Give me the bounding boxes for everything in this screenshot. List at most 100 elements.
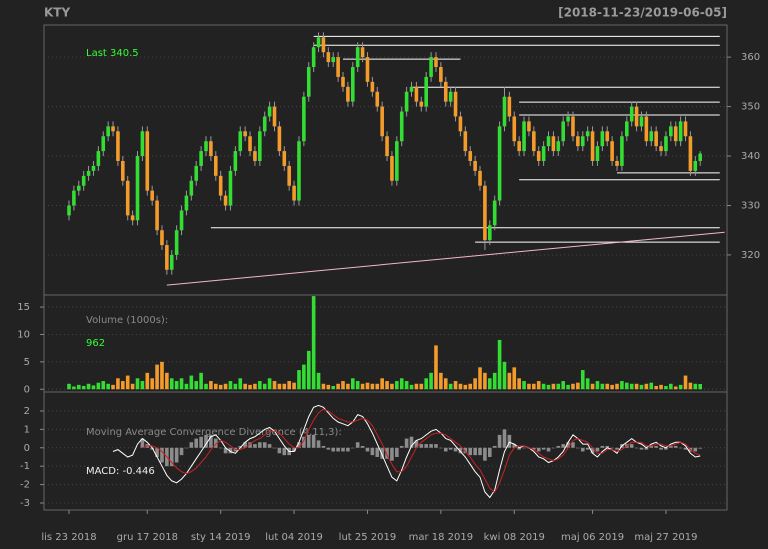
macd-histogram-bar bbox=[566, 442, 570, 448]
y-tick-label: 350 bbox=[741, 102, 760, 113]
macd-histogram-bar bbox=[243, 442, 247, 448]
macd-histogram-bar bbox=[576, 447, 580, 449]
volume-bar bbox=[522, 381, 526, 390]
macd-histogram-bar bbox=[439, 447, 443, 449]
macd-histogram-bar bbox=[678, 447, 683, 449]
volume-bar bbox=[698, 383, 702, 390]
candle-body bbox=[292, 185, 296, 201]
volume-bar bbox=[76, 384, 81, 390]
y-tick-label: 15 bbox=[17, 302, 30, 313]
macd-histogram-bar bbox=[350, 447, 355, 449]
candle-body bbox=[487, 225, 492, 241]
candle-body bbox=[698, 153, 702, 161]
macd-histogram-bar bbox=[600, 445, 605, 448]
candle-body bbox=[306, 67, 311, 97]
candle-body bbox=[693, 160, 698, 171]
volume-bar bbox=[150, 378, 154, 390]
volume-bar bbox=[404, 381, 409, 390]
candle-body bbox=[527, 121, 531, 132]
candle-body bbox=[434, 57, 438, 68]
volume-bar bbox=[199, 372, 203, 390]
macd-histogram-bar bbox=[184, 447, 189, 449]
volume-bar bbox=[483, 372, 487, 390]
macd-histogram-bar bbox=[409, 436, 414, 448]
candle-body bbox=[492, 200, 497, 226]
macd-histogram-bar bbox=[522, 447, 526, 449]
candle-body bbox=[615, 160, 619, 166]
volume-bar bbox=[350, 378, 355, 390]
candle-body bbox=[595, 146, 600, 161]
candle-body bbox=[566, 116, 570, 122]
volume-bar bbox=[253, 383, 257, 390]
volume-title: Volume (1000s): bbox=[86, 315, 168, 326]
volume-bar bbox=[629, 383, 634, 390]
volume-bar bbox=[443, 378, 448, 390]
macd-histogram-bar bbox=[683, 447, 688, 450]
volume-bar bbox=[458, 383, 463, 390]
volume-bar bbox=[576, 382, 580, 390]
y-tick-label: 1 bbox=[24, 424, 30, 435]
macd-histogram-bar bbox=[306, 434, 311, 448]
candle-body bbox=[439, 67, 443, 82]
candle-body bbox=[316, 37, 321, 48]
candle-body bbox=[463, 131, 468, 152]
y-tick-label: 340 bbox=[741, 151, 760, 162]
volume-bar bbox=[189, 375, 194, 390]
candle-body bbox=[654, 131, 658, 147]
macd-histogram-bar bbox=[346, 447, 350, 452]
candle-body bbox=[321, 37, 326, 53]
candle-body bbox=[336, 57, 340, 77]
volume-bar bbox=[448, 383, 453, 390]
candle-body bbox=[458, 116, 463, 132]
volume-bar bbox=[468, 383, 473, 390]
volume-bar bbox=[125, 375, 130, 390]
macd-histogram-bar bbox=[292, 447, 296, 452]
macd-histogram-bar bbox=[448, 447, 453, 450]
volume-bar bbox=[302, 364, 306, 390]
macd-histogram-bar bbox=[297, 442, 301, 448]
candle-body bbox=[571, 116, 575, 137]
volume-bar bbox=[297, 370, 301, 390]
candle-body bbox=[483, 185, 487, 241]
volume-bar bbox=[473, 378, 477, 390]
volume-bar bbox=[169, 378, 174, 390]
y-tick-label: 10 bbox=[17, 329, 30, 340]
candle-body bbox=[184, 195, 189, 211]
volume-bar bbox=[551, 383, 556, 390]
candle-body bbox=[478, 170, 482, 186]
volume-bar bbox=[272, 381, 277, 390]
volume-bar bbox=[673, 386, 678, 390]
volume-bar bbox=[140, 381, 145, 390]
macd-histogram-bar bbox=[463, 447, 468, 454]
volume-bar bbox=[595, 381, 600, 390]
volume-bar bbox=[654, 385, 658, 390]
volume-bar bbox=[683, 375, 688, 390]
macd-histogram-bar bbox=[370, 447, 375, 456]
macd-histogram-bar bbox=[487, 447, 492, 457]
volume-last: 962 bbox=[86, 338, 105, 349]
candle-body bbox=[258, 131, 262, 161]
macd-histogram-bar bbox=[673, 445, 678, 448]
candle-body bbox=[228, 170, 233, 206]
volume-bar bbox=[664, 385, 668, 390]
macd-histogram-bar bbox=[595, 447, 600, 452]
macd-histogram-bar bbox=[644, 447, 649, 450]
candle-body bbox=[253, 151, 257, 161]
candle-body bbox=[497, 126, 502, 201]
y-tick-label: 5 bbox=[24, 357, 30, 368]
candle-body bbox=[218, 175, 223, 196]
x-tick-label: lut 25 2019 bbox=[339, 532, 397, 543]
macd-histogram-bar bbox=[698, 447, 702, 449]
volume-bar bbox=[160, 361, 164, 390]
candle-body bbox=[277, 126, 282, 152]
macd-histogram-bar bbox=[341, 447, 345, 452]
candle-body bbox=[96, 151, 101, 166]
volume-bar bbox=[111, 384, 115, 390]
macd-histogram-bar bbox=[169, 447, 174, 467]
volume-bar bbox=[336, 383, 340, 390]
candle-body bbox=[414, 86, 419, 102]
candle-body bbox=[346, 86, 350, 102]
macd-histogram-bar bbox=[331, 447, 336, 452]
candle-body bbox=[600, 131, 605, 147]
candle-body bbox=[610, 141, 614, 161]
